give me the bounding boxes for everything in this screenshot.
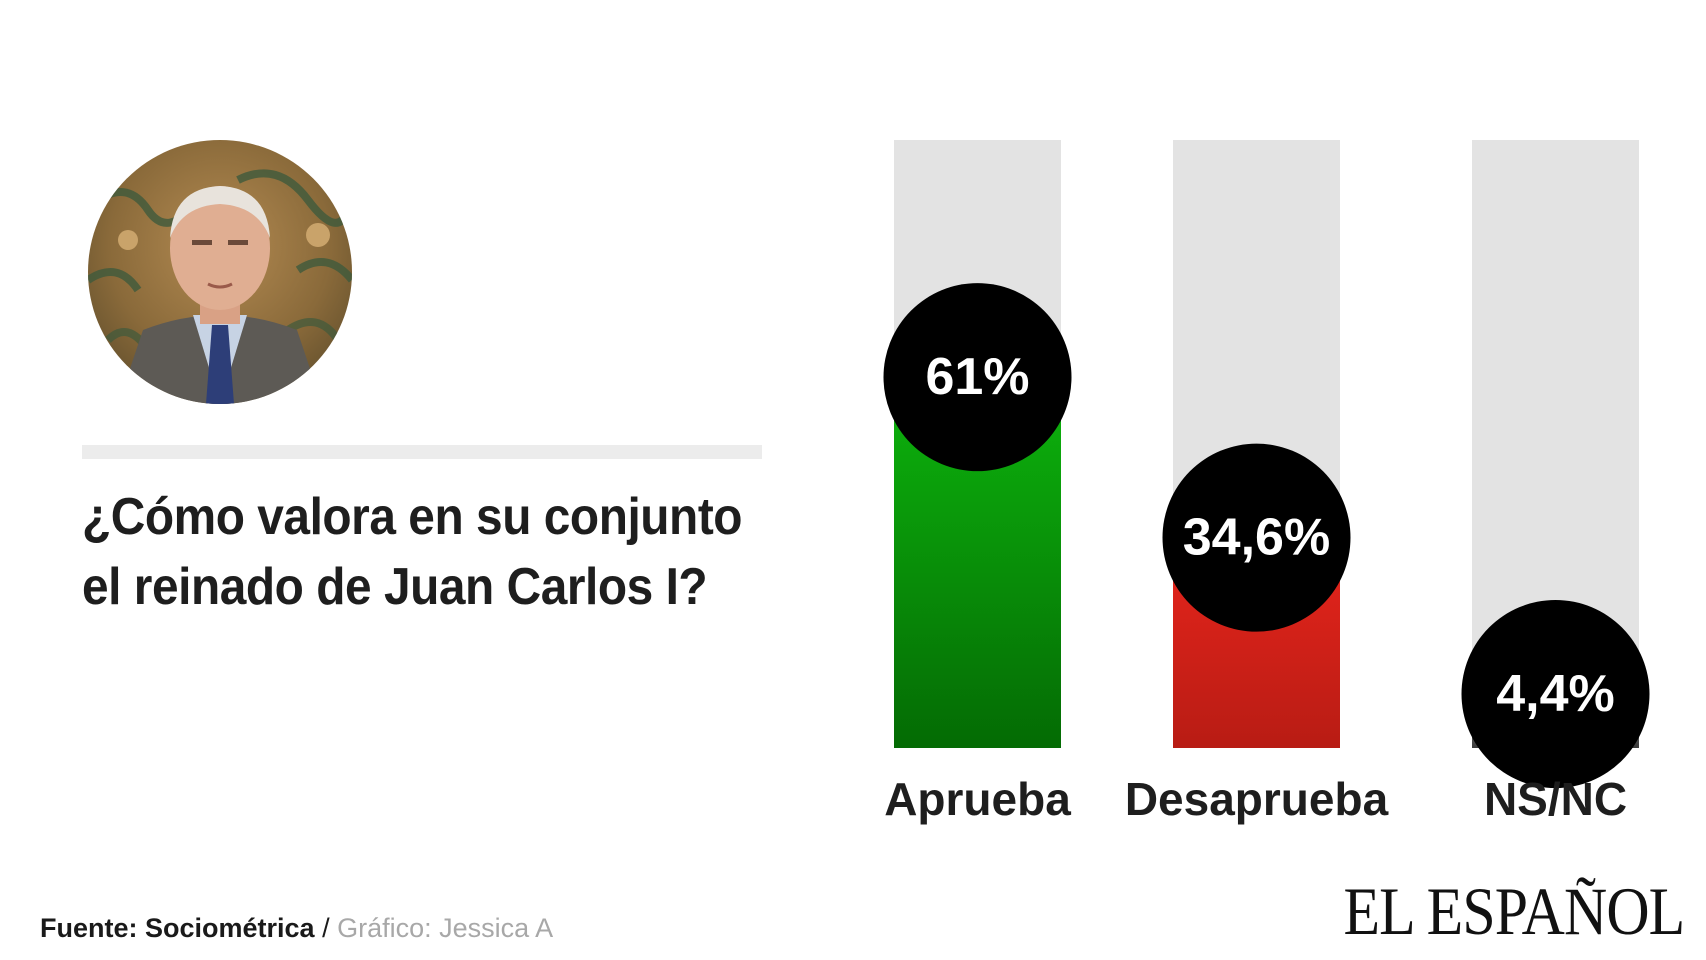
question-title: ¿Cómo valora en su conjunto el reinado d…: [82, 482, 743, 622]
category-label-1: Aprueba: [884, 773, 1071, 825]
footer-separator: /: [314, 913, 338, 943]
category-label-3: NS/NC: [1484, 773, 1627, 825]
value-bubble-3: [1461, 600, 1650, 788]
data-label-1: 61%: [925, 348, 1029, 406]
question-line-1: ¿Cómo valora en su conjunto: [82, 488, 743, 546]
question-line-2: el reinado de Juan Carlos I?: [82, 558, 708, 616]
portrait-image: [88, 140, 352, 404]
brand-logo: EL ESPAÑOL: [1343, 873, 1685, 949]
data-label-2: 34,6%: [1183, 509, 1330, 567]
value-bubble-1: [883, 283, 1072, 472]
divider-bar: [82, 445, 762, 459]
footer-source: Fuente: Sociométrica: [40, 913, 315, 943]
category-label-2: Desaprueba: [1125, 773, 1389, 825]
value-bubble-2: [1162, 443, 1351, 632]
footer-credit: Gráfico: Jessica A: [337, 913, 554, 943]
portrait-photo: [88, 140, 352, 404]
footer-credits: Fuente: Sociométrica / Gráfico: Jessica …: [40, 913, 553, 944]
data-label-3: 4,4%: [1496, 665, 1615, 723]
